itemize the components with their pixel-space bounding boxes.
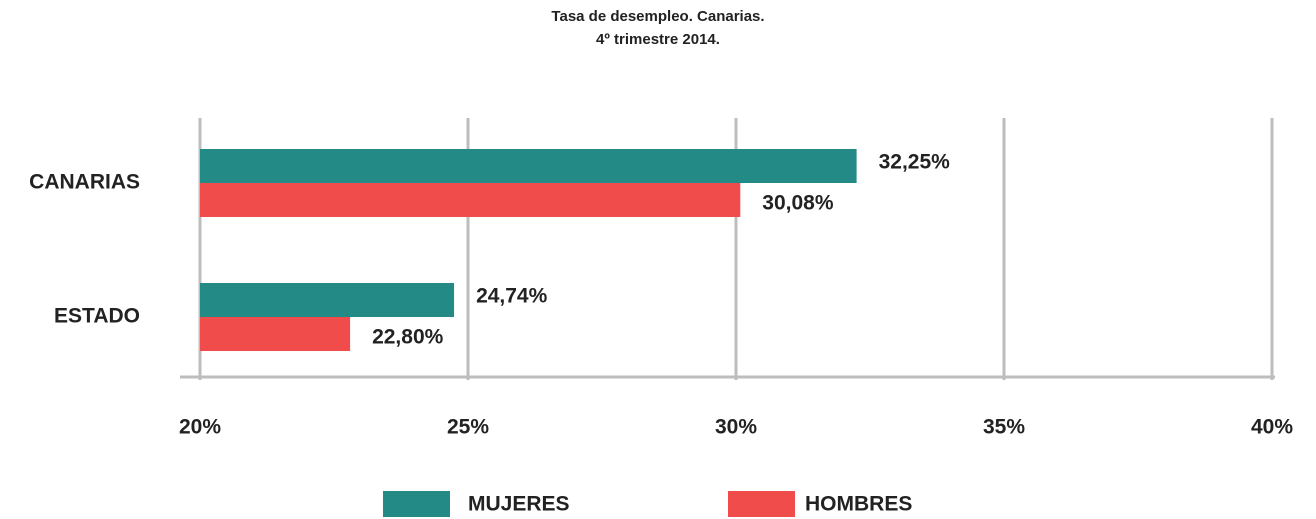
x-tick-label: 25% [447, 416, 489, 439]
value-label: 22,80% [372, 326, 444, 349]
x-tick-label: 35% [983, 416, 1025, 439]
y-tick-label: ESTADO [54, 305, 140, 328]
y-tick-label: CANARIAS [29, 171, 140, 194]
legend-swatch [728, 491, 795, 517]
legend-swatch [383, 491, 450, 517]
chart-subtitle: 4º trimestre 2014. [596, 31, 720, 48]
value-label: 24,74% [476, 285, 548, 308]
value-label: 30,08% [762, 192, 834, 215]
x-tick-label: 40% [1251, 416, 1293, 439]
legend-label: HOMBRES [805, 493, 912, 516]
bar [200, 283, 455, 317]
bar [200, 317, 351, 351]
bar [200, 183, 741, 217]
bar [200, 149, 857, 183]
chart-title: Tasa de desempleo. Canarias. [551, 8, 764, 25]
x-tick-label: 20% [179, 416, 221, 439]
value-label: 32,25% [879, 151, 951, 174]
legend-label: MUJERES [468, 493, 570, 516]
x-tick-label: 30% [715, 416, 757, 439]
